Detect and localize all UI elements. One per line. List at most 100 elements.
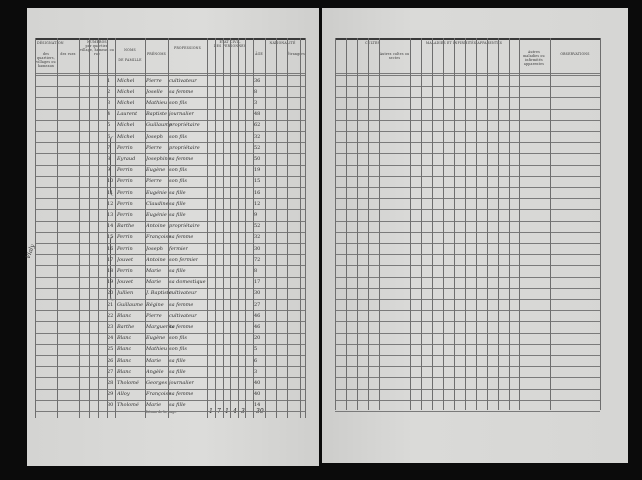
- row-first-name: Pierre: [146, 312, 162, 319]
- row-first-name: Guillaume: [146, 122, 172, 129]
- row-profession: journalier: [169, 379, 194, 386]
- row-rule: [35, 299, 305, 300]
- row-surname: Michel: [117, 99, 135, 106]
- row-first-name: Marie: [146, 279, 162, 286]
- row-rule: [35, 399, 305, 401]
- row-number: 23: [107, 323, 114, 330]
- row-rule: [35, 119, 305, 121]
- column-rule: [454, 38, 455, 410]
- column-rule: [476, 38, 477, 410]
- row-rule: [35, 343, 305, 345]
- row-profession: cultivateur: [169, 312, 197, 319]
- row-rule: [335, 131, 600, 132]
- row-profession: sa femme: [169, 155, 194, 162]
- row-age: 16: [254, 189, 261, 196]
- row-surname: Perrin: [117, 167, 133, 174]
- header-noms: NOMS: [124, 48, 136, 52]
- column-rule: [498, 38, 499, 410]
- row-age: 15: [254, 178, 261, 185]
- header-cultes: CULTES: [365, 41, 380, 45]
- row-number: 24: [107, 335, 114, 342]
- row-age: 27: [254, 301, 261, 308]
- row-surname: Alloy: [117, 391, 130, 398]
- column-rule: [265, 38, 266, 418]
- row-first-name: Pierre: [146, 178, 162, 185]
- column-rule: [421, 38, 422, 410]
- header-nationalite-etrangers: Étrangers: [287, 52, 305, 56]
- row-age: 46: [254, 312, 261, 319]
- row-first-name: Eugène: [146, 167, 166, 174]
- row-rule: [335, 343, 600, 345]
- column-rule: [207, 38, 208, 418]
- row-profession: son fils: [169, 335, 187, 342]
- column-rule: [223, 38, 224, 418]
- column-rule: [346, 38, 347, 410]
- row-first-name: Antoine: [146, 223, 166, 230]
- row-number: 5: [107, 122, 111, 129]
- row-rule: [335, 332, 600, 334]
- row-number: 12: [107, 200, 114, 207]
- row-surname: Perrin: [117, 245, 133, 252]
- row-age: 14: [254, 402, 261, 409]
- row-rule: [35, 366, 305, 368]
- row-first-name: Mathieu: [146, 99, 168, 106]
- row-number: 27: [107, 368, 114, 375]
- row-surname: Perrin: [117, 178, 133, 185]
- row-age: 19: [254, 167, 261, 174]
- left-page: Vialy DÉSIGNATION des quartiers, village…: [25, 8, 319, 466]
- column-rule: [305, 38, 306, 418]
- column-rule: [300, 38, 301, 418]
- row-number: 6: [107, 133, 111, 140]
- column-rule: [487, 38, 488, 410]
- row-first-name: Eugénie: [146, 211, 167, 218]
- row-rule: [35, 198, 305, 200]
- row-age: 30: [254, 245, 261, 252]
- row-first-name: Antoine: [146, 256, 166, 263]
- row-age: 40: [254, 391, 261, 398]
- row-first-name: Baptiste: [146, 111, 167, 118]
- row-rule: [35, 388, 305, 390]
- column-rule: [600, 38, 601, 410]
- row-age: 46: [254, 323, 261, 330]
- column-rule: [335, 38, 336, 410]
- row-rule: [35, 209, 305, 211]
- row-profession: son fermier: [169, 256, 199, 263]
- row-surname: Perrin: [117, 211, 133, 218]
- row-number: 14: [107, 223, 114, 230]
- row-profession: cultivateur: [169, 290, 197, 297]
- row-profession: sa femme: [169, 301, 194, 308]
- row-rule: [35, 164, 305, 166]
- row-number: 4: [107, 111, 111, 118]
- row-age: 72: [254, 256, 261, 263]
- row-rule: [35, 231, 305, 233]
- row-age: 3: [254, 99, 258, 106]
- row-rule: [335, 209, 600, 211]
- row-rule: [35, 187, 305, 188]
- row-profession: son fils: [169, 133, 187, 140]
- row-rule: [335, 265, 600, 267]
- row-number: 29: [107, 391, 114, 398]
- row-number: 20: [107, 290, 114, 297]
- row-number: 26: [107, 357, 114, 364]
- column-rule: [519, 38, 520, 410]
- column-rule: [238, 38, 239, 418]
- row-first-name: Eugène: [146, 335, 166, 342]
- row-surname: Blanc: [117, 346, 132, 353]
- row-profession: sa fille: [169, 267, 186, 274]
- row-first-name: Marguerite: [146, 323, 175, 330]
- row-number: 19: [107, 279, 114, 286]
- row-age: 40: [254, 379, 261, 386]
- row-rule: [335, 366, 600, 368]
- row-surname: Tholomé: [117, 402, 139, 409]
- row-rule: [35, 377, 305, 379]
- row-number: 2: [107, 88, 111, 95]
- row-surname: Blanc: [117, 368, 132, 375]
- row-rule: [335, 287, 600, 289]
- row-first-name: Régine: [146, 301, 164, 308]
- row-rule: [335, 310, 600, 312]
- household-brace: [110, 236, 115, 301]
- column-rule: [443, 38, 444, 410]
- row-number: 18: [107, 267, 114, 274]
- row-number: 7: [107, 144, 111, 151]
- row-rule: [335, 220, 600, 222]
